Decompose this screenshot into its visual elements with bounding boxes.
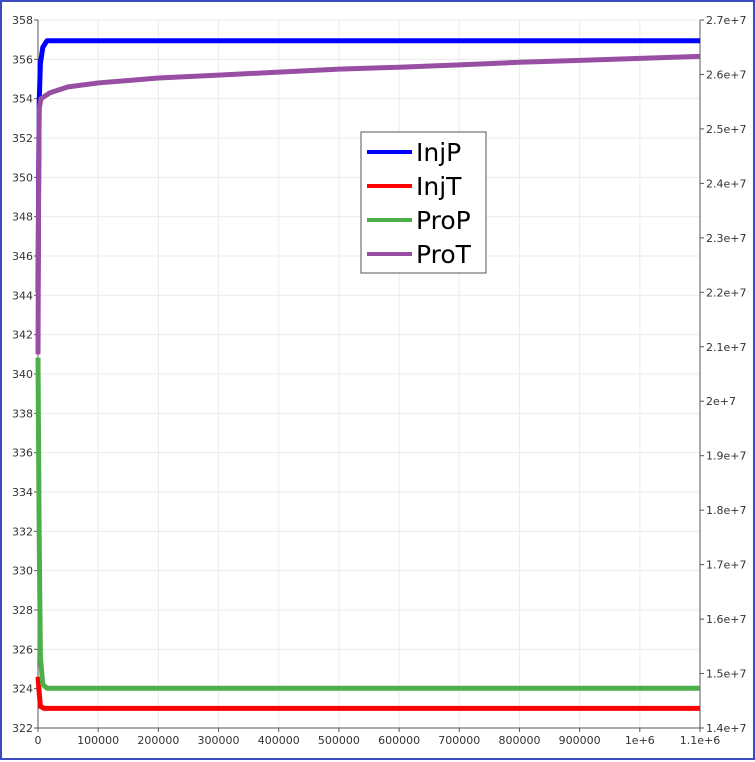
y-right-tick-label: 1.5e+7: [706, 668, 746, 681]
legend-label: InjT: [416, 172, 462, 201]
y-left-tick-label: 332: [12, 525, 33, 538]
y-left-tick-label: 348: [12, 211, 33, 224]
y-right-tick-label: 2.4e+7: [706, 177, 746, 190]
x-tick-label: 0: [35, 734, 42, 747]
x-tick-label: 500000: [318, 734, 360, 747]
y-right-tick-label: 1.8e+7: [706, 504, 746, 517]
series-line-prot: [35, 53, 701, 355]
y-right-tick-label: 2.1e+7: [706, 341, 746, 354]
y-left-tick-label: 328: [12, 604, 33, 617]
y-left-tick-label: 352: [12, 132, 33, 145]
y-left-tick-label: 338: [12, 407, 33, 420]
axes: 322 324 326 328 330 332 334 336 338 340 342 344 346 3…: [12, 14, 746, 747]
y-right-tick-label: 2.7e+7: [706, 14, 746, 27]
x-tick-label: 1e+6: [625, 734, 655, 747]
y-right-tick-label: 1.4e+7: [706, 722, 746, 735]
legend-label: InjP: [416, 138, 461, 167]
y-left-tick-label: 354: [12, 93, 33, 106]
x-tick-label: 300000: [198, 734, 240, 747]
legend: InjP InjT ProP ProT: [360, 131, 487, 274]
y-right-tick-label: 2e+7: [706, 395, 736, 408]
legend-label: ProT: [416, 240, 472, 269]
y-left-tick-label: 322: [12, 722, 33, 735]
y-right-tick-label: 2.2e+7: [706, 286, 746, 299]
y-right-tick-label: 1.6e+7: [706, 613, 746, 626]
y-right-tick-label: 2.3e+7: [706, 232, 746, 245]
y-left-tick-label: 350: [12, 171, 33, 184]
y-left-tick-label: 336: [12, 447, 33, 460]
series-line-injt: [35, 676, 700, 711]
y-left-tick-label: 356: [12, 53, 33, 66]
x-tick-label: 800000: [498, 734, 540, 747]
x-tick-label: 200000: [137, 734, 179, 747]
y-left-tick-label: 340: [12, 368, 33, 381]
series-line-prop: [35, 357, 700, 691]
series-lines: [35, 38, 701, 711]
legend-label: ProP: [416, 206, 471, 235]
x-tick-label: 700000: [438, 734, 480, 747]
y-left-tick-label: 330: [12, 565, 33, 578]
x-tick-label: 1.1e+6: [680, 734, 720, 747]
y-left-tick-label: 344: [12, 289, 33, 302]
y-right-tick-label: 2.6e+7: [706, 68, 746, 81]
y-left-tick-label: 342: [12, 329, 33, 342]
x-tick-label: 900000: [559, 734, 601, 747]
y-left-tick-label: 334: [12, 486, 33, 499]
y-left-tick-label: 346: [12, 250, 33, 263]
y-right-tick-label: 2.5e+7: [706, 123, 746, 136]
y-right-tick-label: 1.9e+7: [706, 450, 746, 463]
y-left-tick-label: 324: [12, 683, 33, 696]
y-left-tick-label: 358: [12, 14, 33, 27]
grid-lines: [38, 19, 701, 728]
x-tick-label: 600000: [378, 734, 420, 747]
y-left-tick-label: 326: [12, 643, 33, 656]
x-tick-label: 100000: [77, 734, 119, 747]
legend-box: [360, 131, 487, 274]
x-tick-label: 400000: [258, 734, 300, 747]
y-right-tick-label: 1.7e+7: [706, 559, 746, 572]
